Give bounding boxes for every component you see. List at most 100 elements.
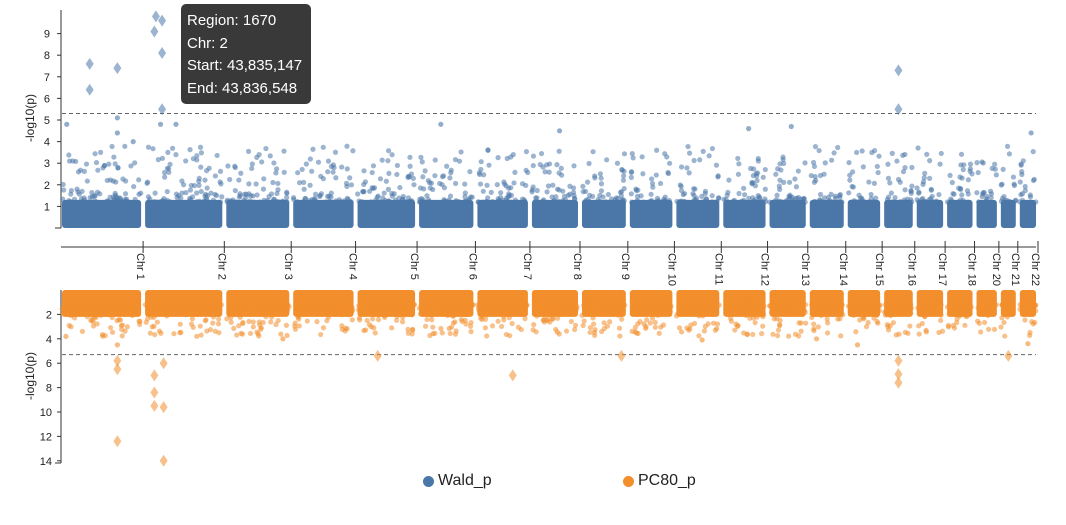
data-point <box>275 180 281 187</box>
data-point <box>149 324 155 330</box>
data-point <box>598 188 605 194</box>
data-point <box>370 316 376 322</box>
data-point <box>862 199 868 205</box>
data-point <box>405 326 411 332</box>
significant-point[interactable] <box>894 354 903 367</box>
data-point <box>559 307 565 313</box>
data-point <box>91 193 97 199</box>
chromosome-label: Chr 12 <box>759 253 771 286</box>
data-point <box>803 302 809 308</box>
significant-point[interactable] <box>894 64 903 77</box>
data-point <box>117 309 123 315</box>
data-point <box>303 161 309 167</box>
data-point <box>438 307 445 313</box>
data-point <box>453 307 459 314</box>
data-point <box>795 168 801 174</box>
data-point <box>191 183 198 189</box>
data-point <box>776 322 783 328</box>
data-point <box>409 331 415 337</box>
data-point <box>389 325 395 331</box>
data-point <box>749 181 755 187</box>
significant-point[interactable] <box>113 354 122 367</box>
data-point <box>1031 176 1037 182</box>
data-point <box>744 302 751 308</box>
significant-point[interactable] <box>85 57 94 70</box>
data-point <box>410 302 417 308</box>
significant-point[interactable] <box>85 83 94 96</box>
data-point <box>529 189 535 195</box>
data-point <box>422 168 428 174</box>
data-point <box>66 158 73 164</box>
data-point <box>296 323 302 329</box>
significant-point[interactable] <box>894 376 903 389</box>
data-point <box>480 199 486 205</box>
significant-point[interactable] <box>151 10 160 23</box>
data-point <box>498 190 504 196</box>
data-point <box>570 185 577 191</box>
significant-point[interactable] <box>373 349 382 362</box>
significant-point[interactable] <box>150 399 159 412</box>
data-point <box>456 158 463 164</box>
data-point <box>792 176 798 182</box>
legend-item-wald[interactable]: Wald_p <box>423 472 492 490</box>
significant-point[interactable] <box>158 14 167 27</box>
significant-point[interactable] <box>508 369 517 382</box>
data-point <box>1006 151 1013 157</box>
significant-point[interactable] <box>617 349 626 362</box>
data-point <box>603 199 609 205</box>
data-point <box>885 327 892 333</box>
data-point <box>829 199 835 205</box>
data-point <box>446 325 452 332</box>
data-point <box>236 177 242 183</box>
chromosome-point-band <box>916 199 944 228</box>
significant-point[interactable] <box>113 363 122 376</box>
data-point <box>494 182 500 188</box>
data-point <box>197 144 204 150</box>
significant-point[interactable] <box>159 401 168 414</box>
significant-point[interactable] <box>894 368 903 381</box>
significant-point[interactable] <box>158 103 167 116</box>
data-point <box>253 302 259 308</box>
bottom-y-axis-title: -log10(p) <box>23 352 37 400</box>
data-point <box>1001 193 1007 200</box>
significant-point[interactable] <box>150 386 159 399</box>
data-point <box>405 198 411 205</box>
data-point <box>183 190 189 196</box>
data-point <box>902 187 908 193</box>
chromosome-label: Chr 8 <box>571 253 583 280</box>
data-point <box>177 321 183 327</box>
data-point <box>927 158 933 164</box>
significant-point[interactable] <box>158 47 167 60</box>
significant-point[interactable] <box>113 62 122 75</box>
data-point <box>421 186 427 192</box>
data-point <box>652 324 658 330</box>
chromosome-label: Chr 6 <box>466 253 478 280</box>
data-point <box>432 157 438 163</box>
legend-item-pc80[interactable]: PC80_p <box>623 472 696 490</box>
data-point <box>106 161 112 167</box>
significant-point[interactable] <box>113 435 122 448</box>
significant-point[interactable] <box>150 25 159 38</box>
data-point <box>440 302 446 308</box>
data-point <box>767 303 774 309</box>
data-point <box>523 148 530 155</box>
data-point <box>889 150 895 156</box>
significant-point[interactable] <box>159 357 168 370</box>
data-point <box>336 302 342 308</box>
data-point <box>179 178 185 184</box>
data-point <box>522 199 528 205</box>
data-point <box>1033 308 1039 314</box>
data-point <box>504 155 510 162</box>
data-point <box>874 318 880 325</box>
significant-point[interactable] <box>150 369 159 382</box>
data-point <box>789 302 795 308</box>
significant-point[interactable] <box>159 454 168 467</box>
significant-point[interactable] <box>1004 349 1013 362</box>
data-point <box>902 151 908 158</box>
data-point <box>1017 179 1023 185</box>
data-point <box>927 175 933 181</box>
data-point <box>919 196 925 203</box>
data-point <box>430 302 436 308</box>
significant-point[interactable] <box>894 103 903 116</box>
data-point <box>122 302 128 308</box>
